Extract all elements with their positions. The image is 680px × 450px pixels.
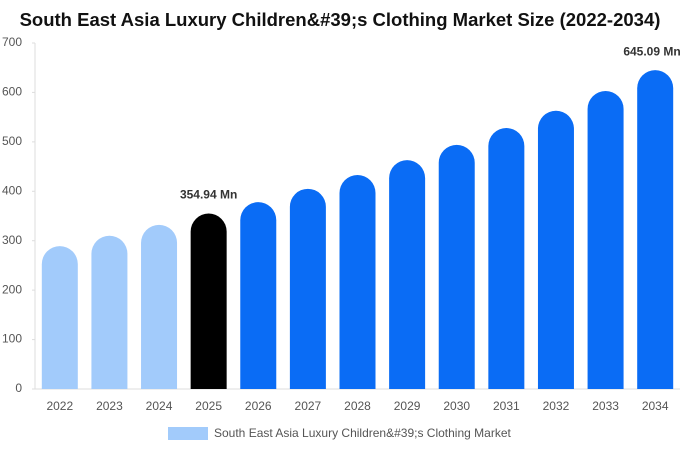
y-tick-label: 100 [2,332,22,346]
bar [289,188,326,389]
bar [637,70,674,389]
x-tick-label: 2034 [642,399,669,413]
y-tick-label: 0 [15,381,22,395]
x-tick-label: 2024 [146,399,173,413]
y-tick-label: 200 [2,282,22,296]
x-tick-label: 2029 [394,399,421,413]
x-tick-label: 2030 [443,399,470,413]
y-tick-label: 300 [2,233,22,247]
bar [488,128,525,389]
x-tick-label: 2026 [245,399,272,413]
x-tick-label: 2033 [592,399,619,413]
bar [537,110,574,389]
bar [91,235,128,389]
legend-label: South East Asia Luxury Children&#39;s Cl… [214,426,511,440]
bar [389,160,426,389]
bar [240,202,277,389]
value-label: 354.94 Mn [180,188,237,202]
bar [141,224,178,389]
bar [587,90,624,390]
y-tick-label: 700 [2,35,22,49]
legend-swatch [168,427,208,440]
x-tick-label: 2031 [493,399,520,413]
bar [339,174,376,389]
chart-title: South East Asia Luxury Children&#39;s Cl… [20,9,661,30]
x-tick-label: 2023 [96,399,123,413]
bar [41,246,78,389]
x-tick-label: 2028 [344,399,371,413]
x-tick-label: 2032 [543,399,570,413]
bar [190,213,227,389]
x-tick-label: 2025 [195,399,222,413]
y-tick-label: 600 [2,85,22,99]
x-tick-label: 2027 [295,399,322,413]
y-tick-label: 400 [2,183,22,197]
value-label: 645.09 Mn [623,44,680,58]
x-tick-label: 2022 [46,399,73,413]
bar [438,144,475,389]
y-tick-label: 500 [2,134,22,148]
